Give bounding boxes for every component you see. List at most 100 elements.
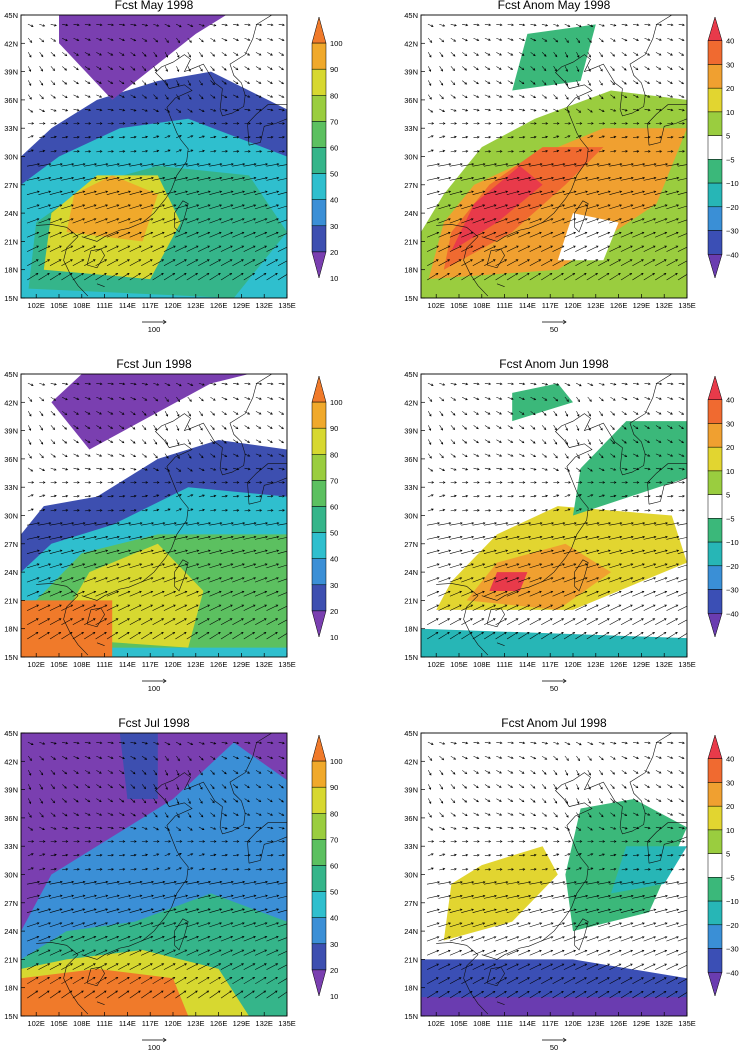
- wind-vector: [655, 66, 662, 70]
- wind-vector: [163, 231, 177, 238]
- wind-vector: [678, 425, 684, 430]
- wind-vector: [163, 632, 176, 640]
- wind-vector: [119, 494, 126, 498]
- wind-vector: [519, 439, 525, 444]
- wind-vector: [666, 590, 679, 597]
- wind-vector: [243, 618, 256, 626]
- wind-vector: [26, 218, 40, 224]
- wind-vector: [164, 453, 169, 459]
- wind-vector: [107, 135, 114, 139]
- wind-vector: [530, 798, 536, 803]
- wind-vector: [644, 453, 651, 457]
- wind-vector: [427, 410, 432, 417]
- wind-vector: [666, 204, 680, 210]
- wind-vector: [621, 509, 628, 512]
- wind-vector: [72, 963, 85, 970]
- wind-vector: [119, 798, 125, 803]
- wind-vector: [473, 741, 480, 745]
- wind-vector: [609, 908, 623, 913]
- wind-vector: [450, 37, 457, 42]
- wind-vector: [255, 990, 267, 999]
- wind-vector: [27, 108, 34, 113]
- colorbar-swatch: [311, 401, 327, 429]
- wind-vector: [552, 604, 565, 611]
- wind-vector: [187, 826, 193, 831]
- wind-vector: [610, 149, 617, 153]
- wind-vector: [655, 52, 662, 56]
- wind-vector: [130, 453, 136, 457]
- wind-vector: [586, 218, 600, 224]
- wind-vector: [107, 23, 114, 27]
- wind-vector: [654, 936, 668, 942]
- wind-vector: [221, 840, 228, 843]
- wind-vector: [27, 481, 35, 484]
- wind-vector: [473, 868, 480, 871]
- colorbar-label: 60: [330, 862, 338, 871]
- wind-vector: [576, 66, 580, 73]
- wind-vector: [610, 494, 617, 498]
- wind-vector: [609, 922, 623, 928]
- wind-vector: [266, 935, 279, 942]
- wind-vector: [507, 826, 514, 830]
- wind-vector: [609, 894, 623, 899]
- wind-vector: [506, 245, 519, 252]
- wind-vector: [553, 755, 559, 761]
- wind-vector: [130, 150, 137, 153]
- wind-vector: [484, 756, 491, 759]
- wind-vector: [163, 563, 177, 569]
- wind-vector: [677, 178, 687, 181]
- wind-vector: [119, 135, 126, 139]
- wind-vector: [587, 453, 592, 459]
- wind-vector: [518, 977, 530, 985]
- wind-vector: [449, 163, 463, 167]
- wind-vector: [233, 481, 240, 484]
- wind-vector: [255, 453, 262, 457]
- wind-vector: [152, 259, 165, 267]
- colorbar-swatch: [311, 199, 327, 227]
- wind-vector: [529, 977, 542, 985]
- wind-vector: [483, 949, 497, 956]
- wind-vector: [96, 826, 103, 830]
- wind-vector: [175, 245, 188, 252]
- lon-tick-label: 111E: [96, 1019, 112, 1028]
- wind-vector: [610, 122, 617, 125]
- wind-vector: [26, 577, 40, 583]
- wind-vector: [655, 509, 663, 512]
- wind-vector: [38, 977, 50, 985]
- lat-tick-label: 21N: [404, 596, 418, 605]
- wind-vector: [243, 963, 256, 970]
- wind-vector: [587, 382, 594, 386]
- wind-vector: [244, 756, 251, 759]
- wind-vector: [632, 204, 645, 210]
- wind-vector: [575, 991, 587, 999]
- wind-vector: [426, 535, 440, 540]
- lat-tick-label: 15N: [404, 653, 418, 662]
- wind-vector: [427, 94, 432, 100]
- wind-vector: [450, 853, 457, 857]
- wind-vector: [163, 590, 177, 597]
- wind-vector: [129, 977, 142, 985]
- wind-vector: [496, 66, 502, 70]
- lat-tick-label: 42N: [404, 757, 418, 766]
- wind-vector: [106, 618, 119, 626]
- wind-vector: [632, 977, 644, 985]
- wind-vector: [507, 80, 514, 84]
- wind-vector: [563, 259, 576, 267]
- wind-vector: [644, 66, 650, 70]
- wind-vector: [267, 397, 274, 400]
- wind-vector: [27, 259, 39, 267]
- wind-vector: [84, 784, 91, 789]
- wind-vector: [140, 218, 154, 224]
- wind-vector: [267, 439, 273, 443]
- wind-vector: [267, 467, 274, 471]
- wind-vector: [50, 37, 57, 42]
- wind-vector: [449, 190, 463, 195]
- wind-vector: [84, 23, 92, 27]
- wind-vector: [461, 245, 474, 252]
- wind-vector: [266, 963, 279, 970]
- wind-vector: [506, 522, 520, 526]
- wind-vector: [563, 218, 577, 224]
- wind-vector: [278, 411, 285, 415]
- wind-vector: [462, 439, 468, 444]
- wind-vector: [677, 164, 687, 167]
